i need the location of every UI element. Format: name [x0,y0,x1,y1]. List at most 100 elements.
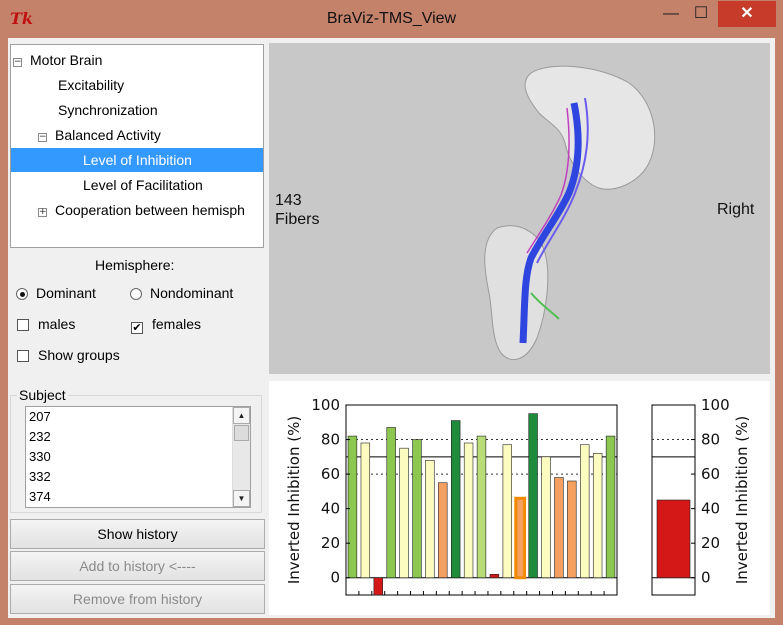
bar [592,453,603,579]
brain-tractography-render [484,65,656,361]
bar [567,480,577,579]
remove-history-button[interactable]: Remove from history [10,584,265,614]
y-tick-label: 60 [701,465,720,483]
bar [605,435,616,579]
checkbox-label: males [38,316,76,332]
bar [373,577,383,596]
y-tick-label: 20 [701,534,720,552]
checkmark-icon[interactable]: ✔ [131,321,143,334]
radio-dominant[interactable]: Dominant [16,285,96,301]
tree-item-label: Level of Inhibition [83,152,192,168]
show-history-button[interactable]: Show history [10,519,265,549]
list-item[interactable]: 232 [29,429,51,444]
tk-feather-icon: Tk [10,9,33,28]
subject-listbox[interactable]: 207 232 330 332 374 ▲ ▼ [25,406,251,508]
y-tick-label: 80 [701,431,720,449]
y-tick-label: 100 [311,396,340,414]
checkbox-label: females [152,316,202,332]
tree-item-cooperation[interactable]: + Cooperation between hemisph [38,198,245,222]
list-item[interactable]: 330 [29,449,51,464]
y-axis-label: Inverted Inhibition (%) [733,416,751,584]
bar [399,447,409,579]
bar [451,420,461,579]
tree-item-label: Level of Facilitation [83,177,203,193]
tree-item-label: Excitability [58,77,125,93]
scroll-up-icon[interactable]: ▲ [233,407,250,424]
tree-item-level-of-inhibition[interactable]: Level of Inhibition [11,148,263,172]
bar [438,482,448,579]
bar [656,499,691,579]
tree-item-label: Motor Brain [30,52,103,68]
checkbox-unchecked-icon[interactable] [17,319,29,331]
bar [386,427,396,579]
tree-item-label: Synchronization [58,102,158,118]
bar [425,459,435,579]
expand-icon[interactable]: + [38,207,47,217]
y-tick-label: 40 [321,500,340,518]
close-button[interactable]: ✕ [718,1,776,27]
bar [360,442,371,579]
maximize-button[interactable]: ☐ [693,5,709,22]
bar [580,444,590,579]
bar [528,413,538,579]
y-tick-label: 0 [701,569,711,587]
subject-scrollbar[interactable]: ▲ ▼ [232,407,250,507]
bar [554,477,564,579]
tree-item-label: Cooperation between hemisph [55,202,245,218]
collapse-icon[interactable]: − [13,57,22,67]
bar [489,573,500,579]
fiber-count-label: Fibers [275,211,320,228]
bar [502,444,512,579]
list-item[interactable]: 332 [29,469,51,484]
y-tick-label: 0 [330,569,340,587]
bar [347,435,358,579]
chart-panel[interactable]: 0 20 40 60 80 100 Inverted Inhibition (%) 0 20 40… [269,381,770,615]
y-tick-label: 20 [321,534,340,552]
collapse-icon[interactable]: − [38,132,47,142]
subject-group: Subject 207 232 330 332 374 ▲ ▼ [10,387,262,513]
list-item[interactable]: 207 [29,409,51,424]
scroll-down-icon[interactable]: ▼ [233,490,250,507]
fiber-count: 143 [275,192,302,209]
bar [412,439,422,579]
y-axis-label: Inverted Inhibition (%) [285,416,303,584]
hemisphere-label: Hemisphere: [95,257,175,273]
bar [541,456,551,579]
checkbox-unchecked-icon[interactable] [17,350,29,362]
tree-item-balanced-activity[interactable]: − Balanced Activity [38,123,161,147]
radio-nondominant[interactable]: Nondominant [130,285,233,301]
radio-selected-icon[interactable] [16,288,28,300]
list-item[interactable]: 374 [29,489,51,504]
tree-item-synchronization[interactable]: Synchronization [58,98,158,122]
client-area: − Motor Brain Excitability Synchronizatio… [8,38,775,618]
tree-item-level-of-facilitation[interactable]: Level of Facilitation [83,173,203,197]
checkbox-males[interactable]: males [17,316,75,332]
bar [476,435,487,579]
add-history-button[interactable]: Add to history <---- [10,551,265,581]
checkbox-label: Show groups [38,347,120,363]
radio-label: Dominant [36,285,96,301]
variable-tree[interactable]: − Motor Brain Excitability Synchronizatio… [10,44,264,248]
minimize-button[interactable]: — [663,5,679,22]
y-tick-label: 40 [701,500,720,518]
y-tick-label: 60 [321,465,340,483]
side-label: Right [717,201,755,218]
checkbox-females[interactable]: ✔ females [131,316,201,334]
checkbox-show-groups[interactable]: Show groups [17,347,120,363]
window-title: BraViz-TMS_View [326,10,457,27]
fiber-bundle [519,102,582,344]
y-tick-label: 100 [701,396,730,414]
bar [514,496,527,580]
radio-unselected-icon[interactable] [130,288,142,300]
fiber-branch [530,292,560,320]
brain-3d-viewport[interactable]: 143 Fibers Right [269,43,770,374]
scroll-thumb[interactable] [234,425,249,441]
tree-item-motor-brain[interactable]: − Motor Brain [13,48,102,72]
fiber-bundle-edge [536,97,589,264]
tree-item-label: Balanced Activity [55,127,161,143]
tree-item-excitability[interactable]: Excitability [58,73,124,97]
title-bar[interactable]: Tk BraViz-TMS_View — ☐ ✕ [0,0,783,38]
brain-surface-upper [524,65,656,190]
